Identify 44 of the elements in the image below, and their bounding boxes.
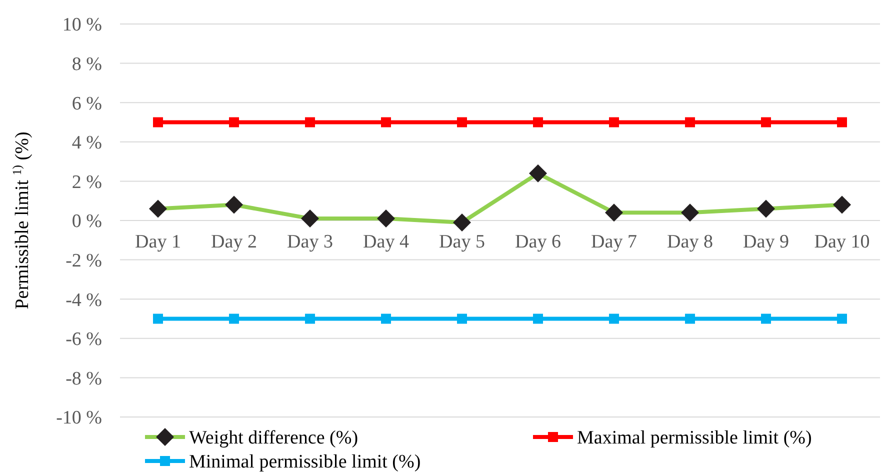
point: [381, 117, 391, 128]
point: [457, 117, 467, 128]
point: [837, 117, 847, 128]
point: [229, 314, 239, 324]
point: [457, 314, 467, 324]
point: [761, 314, 771, 324]
y-tick-label: -2 %: [66, 250, 102, 272]
y-tick-label: 10 %: [62, 14, 102, 36]
point: [609, 117, 619, 128]
point: [685, 117, 695, 128]
y-tick-label: 8 %: [72, 54, 102, 75]
point: [609, 314, 619, 324]
legend-label: Weight difference (%): [189, 428, 358, 449]
point: [305, 117, 315, 128]
y-tick-label: 0 %: [72, 211, 102, 232]
point: [685, 314, 695, 324]
x-tick-label: Day 10: [814, 232, 870, 252]
y-tick-label: 4 %: [72, 132, 102, 154]
legend-label: Maximal permissible limit (%): [577, 428, 812, 449]
x-tick-label: Day 9: [743, 232, 789, 252]
x-tick-label: Day 4: [363, 232, 410, 252]
point: [533, 117, 543, 128]
point: [533, 314, 543, 324]
y-tick-label: -8 %: [66, 368, 102, 390]
x-tick-label: Day 5: [439, 232, 485, 252]
y-tick-label: -10 %: [56, 408, 102, 429]
y-tick-label: -6 %: [66, 329, 102, 350]
x-tick-label: Day 6: [515, 232, 561, 252]
y-tick-label: -4 %: [66, 290, 102, 311]
y-tick-label: 6 %: [72, 93, 102, 114]
point: [837, 314, 847, 324]
x-tick-label: Day 3: [287, 232, 333, 252]
point: [761, 117, 771, 128]
y-tick-label: 2 %: [72, 172, 102, 193]
point: [153, 314, 163, 324]
x-tick-label: Day 8: [667, 232, 713, 252]
legend-label: Minimal permissible limit (%): [189, 452, 421, 473]
x-tick-label: Day 1: [135, 232, 181, 252]
point: [305, 314, 315, 324]
x-tick-label: Day 2: [211, 232, 257, 252]
point: [229, 117, 239, 128]
point: [381, 314, 391, 324]
point: [153, 117, 163, 128]
x-tick-label: Day 7: [591, 232, 637, 252]
